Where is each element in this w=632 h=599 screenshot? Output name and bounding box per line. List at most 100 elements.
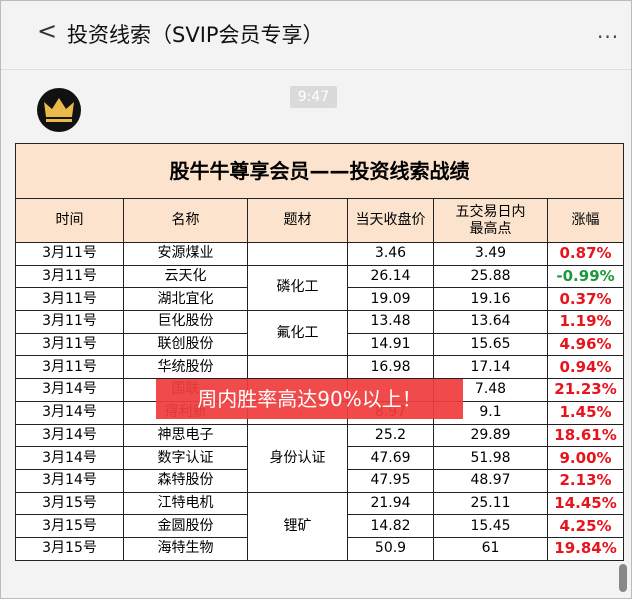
chat-title: 投资线索（SVIP会员专享） (67, 23, 324, 47)
name-cell: 巨化股份 (123, 310, 248, 334)
change-cell: 4.96% (546, 332, 625, 357)
date-cell: 3月11号 (15, 264, 124, 289)
table-title: 股牛牛尊享会员——投资线索战绩 (14, 143, 625, 199)
change-cell: 19.84% (546, 536, 625, 561)
high-cell: 25.88 (433, 264, 548, 289)
name-cell: 神思电子 (123, 423, 248, 448)
date-cell: 3月15号 (15, 514, 124, 538)
date-cell: 3月15号 (15, 491, 124, 516)
high-cell: 17.14 (433, 355, 548, 380)
change-cell: 0.87% (546, 242, 625, 266)
close-cell: 19.09 (347, 287, 434, 312)
name-cell: 金圆股份 (123, 514, 248, 538)
crown (44, 98, 74, 117)
change-cell: 18.61% (546, 423, 625, 448)
high-cell: 13.64 (433, 310, 548, 334)
high-cell: 61 (433, 536, 548, 561)
name-cell: 海特生物 (123, 536, 248, 561)
close-cell: 47.95 (347, 468, 434, 493)
avatar[interactable] (36, 87, 82, 133)
close-cell: 21.94 (347, 491, 434, 516)
column-header: 题材 (247, 198, 348, 243)
theme-cell (247, 242, 348, 266)
date-cell: 3月14号 (15, 446, 124, 470)
date-cell: 3月14号 (15, 423, 124, 448)
date-cell: 3月11号 (15, 310, 124, 334)
data-row: 3月14号 神思电子 身份认证 25.2 29.89 18.61% (15, 423, 625, 493)
theme-cell: 身份认证 (247, 423, 348, 493)
change-cell: 1.19% (546, 310, 625, 334)
date-cell: 3月14号 (15, 400, 124, 425)
close-cell: 16.98 (347, 355, 434, 380)
column-header: 时间 (15, 198, 124, 243)
column-header: 涨幅 (546, 198, 625, 243)
high-cell: 19.16 (433, 287, 548, 312)
header-row: 时间 名称 题材 当天收盘价 五交易日内 最高点 涨幅 (15, 198, 625, 243)
close-cell: 47.69 (347, 446, 434, 470)
data-row: 3月11号 湖北宜化 19.09 19.16 0.37% (15, 287, 625, 312)
high-cell: 51.98 (433, 446, 548, 470)
column-header: 当天收盘价 (347, 198, 434, 243)
name-cell: 云天化 (123, 264, 248, 289)
name-cell: 森特股份 (123, 468, 248, 493)
date-cell: 3月15号 (15, 536, 124, 561)
name-cell: 安源煤业 (123, 242, 248, 266)
theme-cell: 锂矿 (247, 491, 348, 561)
change-cell: 0.94% (546, 355, 625, 380)
change-cell: 21.23% (546, 378, 625, 402)
date-cell: 3月11号 (15, 242, 124, 266)
name-cell: 数字认证 (123, 446, 248, 470)
theme-cell (247, 355, 348, 380)
high-cell: 25.11 (433, 491, 548, 516)
close-cell: 14.82 (347, 514, 434, 538)
change-cell: 1.45% (546, 400, 625, 425)
close-cell: 50.9 (347, 536, 434, 561)
theme-cell: 磷化工 (247, 264, 348, 312)
name-cell: 江特电机 (123, 491, 248, 516)
close-cell: 26.14 (347, 264, 434, 289)
crown-base (46, 119, 72, 122)
data-row: 3月11号 巨化股份 氟化工 13.48 13.64 1.19% (15, 310, 625, 357)
name-cell: 华统股份 (123, 355, 248, 380)
close-cell: 3.46 (347, 242, 434, 266)
theme-cell: 氟化工 (247, 310, 348, 357)
name-cell: 联创股份 (123, 332, 248, 357)
column-header: 名称 (123, 198, 248, 243)
back-button[interactable]: < (37, 17, 58, 45)
high-cell: 15.65 (433, 332, 548, 357)
close-cell: 14.91 (347, 332, 434, 357)
data-row: 3月11号 云天化 磷化工 26.14 25.88 -0.99% (15, 264, 625, 312)
close-cell: 25.2 (347, 423, 434, 448)
high-cell: 3.49 (433, 242, 548, 266)
close-cell: 13.48 (347, 310, 434, 334)
data-row: 3月11号 华统股份 16.98 17.14 0.94% (15, 355, 625, 380)
change-cell: 9.00% (546, 446, 625, 470)
name-cell: 湖北宜化 (123, 287, 248, 312)
menu-button[interactable]: ... (597, 19, 620, 43)
promo-banner: 周内胜率高达90%以上！ (156, 379, 463, 419)
title-row: 股牛牛尊享会员——投资线索战绩 (14, 143, 625, 199)
results-table: 股牛牛尊享会员——投资线索战绩 时间 名称 题材 当天收盘价 五交易日内 最高点 涨幅 3月1… (14, 143, 625, 561)
change-cell: -0.99% (546, 264, 625, 289)
scrollbar (619, 564, 627, 592)
data-row: 3月11号 安源煤业 3.46 3.49 0.87% (15, 242, 625, 266)
change-cell: 0.37% (546, 287, 625, 312)
change-cell: 2.13% (546, 468, 625, 493)
timestamp: 9:47 (290, 86, 337, 108)
data-row: 3月15号 江特电机 锂矿 21.94 25.11 14.45% (15, 491, 625, 561)
column-header: 五交易日内 最高点 (433, 198, 548, 243)
date-cell: 3月14号 (15, 468, 124, 493)
title-bar: < 投资线索（SVIP会员专享） ... (1, 1, 631, 70)
high-cell: 15.45 (433, 514, 548, 538)
data-row: 3月15号 海特生物 50.9 61 19.84% (15, 536, 625, 561)
change-cell: 14.45% (546, 491, 625, 516)
change-cell: 4.25% (546, 514, 625, 538)
data-row: 3月14号 数字认证 47.69 51.98 9.00% (15, 446, 625, 470)
date-cell: 3月11号 (15, 287, 124, 312)
date-cell: 3月14号 (15, 378, 124, 402)
date-cell: 3月11号 (15, 332, 124, 357)
date-cell: 3月11号 (15, 355, 124, 380)
high-cell: 48.97 (433, 468, 548, 493)
high-cell: 29.89 (433, 423, 548, 448)
